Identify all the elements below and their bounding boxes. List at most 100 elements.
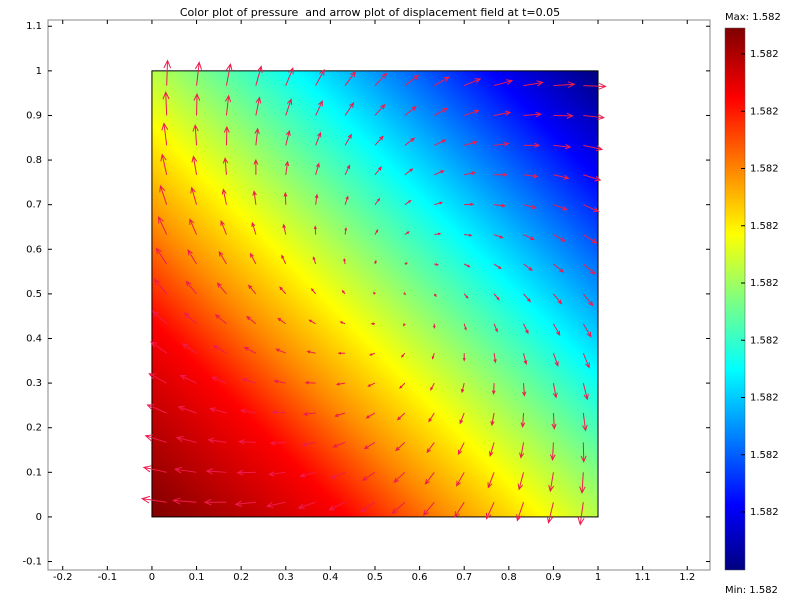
displacement-arrow	[374, 166, 383, 176]
displacement-arrow	[308, 319, 316, 325]
displacement-arrow	[553, 204, 568, 211]
displacement-arrow	[395, 442, 406, 452]
displacement-arrow	[402, 323, 406, 327]
displacement-arrow	[253, 158, 259, 175]
displacement-arrow	[234, 500, 256, 507]
displacement-arrow	[160, 153, 168, 175]
displacement-arrow	[404, 262, 409, 266]
displacement-arrow	[191, 155, 198, 175]
displacement-arrow	[523, 293, 532, 303]
displacement-arrow	[463, 263, 471, 268]
x-tick-label: 0.8	[501, 572, 517, 583]
displacement-arrow	[344, 70, 357, 86]
displacement-arrow	[431, 353, 435, 360]
colorbar-tick-label: 1.582	[750, 106, 779, 117]
displacement-arrow	[553, 263, 565, 273]
displacement-arrow	[360, 501, 376, 513]
displacement-arrow	[315, 162, 320, 175]
displacement-arrow	[493, 234, 504, 239]
displacement-arrow	[252, 190, 257, 205]
displacement-arrow	[434, 139, 447, 146]
displacement-arrow	[155, 247, 168, 265]
colorbar-tick-label: 1.582	[750, 450, 779, 461]
displacement-arrow	[494, 141, 510, 147]
displacement-arrow	[549, 442, 556, 462]
displacement-arrow	[485, 501, 495, 520]
x-tick-label: 0.9	[545, 572, 561, 583]
displacement-arrow	[454, 501, 465, 518]
displacement-arrow	[490, 412, 495, 427]
x-tick-label: 0.7	[456, 572, 472, 583]
displacement-arrow	[583, 234, 598, 244]
displacement-arrow	[255, 65, 263, 86]
displacement-arrow	[374, 197, 381, 205]
x-tick-label: 0.2	[233, 572, 249, 583]
displacement-arrow	[400, 352, 406, 358]
displacement-arrow	[523, 173, 539, 179]
displacement-arrow	[580, 442, 587, 463]
displacement-arrow	[344, 133, 352, 146]
displacement-arrow	[224, 94, 232, 116]
displacement-arrow	[370, 322, 375, 326]
displacement-arrow	[404, 137, 416, 146]
displacement-arrow	[344, 195, 349, 205]
displacement-arrow	[493, 323, 498, 333]
displacement-arrow	[254, 127, 260, 146]
displacement-arrow	[582, 412, 588, 432]
displacement-arrow	[315, 100, 323, 116]
displacement-arrow	[285, 98, 293, 116]
displacement-arrow	[583, 144, 604, 152]
displacement-arrow	[520, 412, 526, 429]
displacement-arrow	[552, 383, 558, 399]
displacement-arrow	[577, 502, 585, 526]
colorbar-tick-label: 1.582	[750, 393, 779, 404]
displacement-arrow	[223, 125, 230, 146]
displacement-arrow	[151, 310, 167, 325]
displacement-arrow	[158, 216, 168, 235]
displacement-arrow	[523, 323, 529, 335]
displacement-arrow	[247, 284, 257, 295]
displacement-arrow	[209, 407, 227, 414]
displacement-arrow	[218, 250, 227, 265]
displacement-arrow	[368, 352, 376, 356]
displacement-arrow	[459, 412, 465, 425]
displacement-arrow	[341, 289, 346, 295]
y-tick-label: 0.2	[26, 423, 42, 434]
displacement-arrow	[434, 76, 451, 87]
displacement-arrow	[246, 315, 257, 325]
displacement-arrow	[142, 465, 167, 473]
displacement-arrow	[464, 233, 473, 237]
displacement-arrow	[335, 382, 346, 386]
displacement-arrow	[494, 203, 507, 208]
displacement-arrow	[193, 92, 201, 116]
displacement-arrow	[404, 74, 420, 86]
y-tick-label: 0.4	[26, 333, 42, 344]
displacement-arrow	[552, 323, 561, 336]
y-tick-label: -0.1	[22, 557, 42, 568]
displacement-arrow	[493, 110, 512, 116]
displacement-arrow	[488, 442, 495, 457]
displacement-arrow	[424, 472, 435, 485]
displacement-arrow	[284, 160, 290, 175]
displacement-arrow	[148, 373, 167, 384]
displacement-arrow	[583, 204, 600, 212]
displacement-arrow	[493, 353, 497, 364]
displacement-arrow	[225, 62, 233, 86]
displacement-arrow	[144, 434, 167, 443]
displacement-arrow	[315, 131, 322, 146]
displacement-arrow	[404, 105, 417, 116]
displacement-arrow	[365, 412, 376, 419]
y-tick-label: 0.7	[26, 200, 42, 211]
displacement-arrow	[299, 471, 316, 478]
displacement-arrow	[337, 351, 346, 355]
displacement-arrow	[399, 382, 406, 389]
displacement-arrow	[163, 59, 172, 86]
displacement-arrow	[343, 257, 346, 265]
displacement-arrow	[222, 157, 229, 175]
x-tick-label: 0.4	[322, 572, 338, 583]
displacement-arrow	[522, 383, 527, 397]
displacement-arrow	[553, 81, 576, 88]
displacement-arrow	[344, 227, 348, 235]
displacement-arrow	[285, 67, 294, 86]
displacement-arrow	[221, 188, 227, 205]
